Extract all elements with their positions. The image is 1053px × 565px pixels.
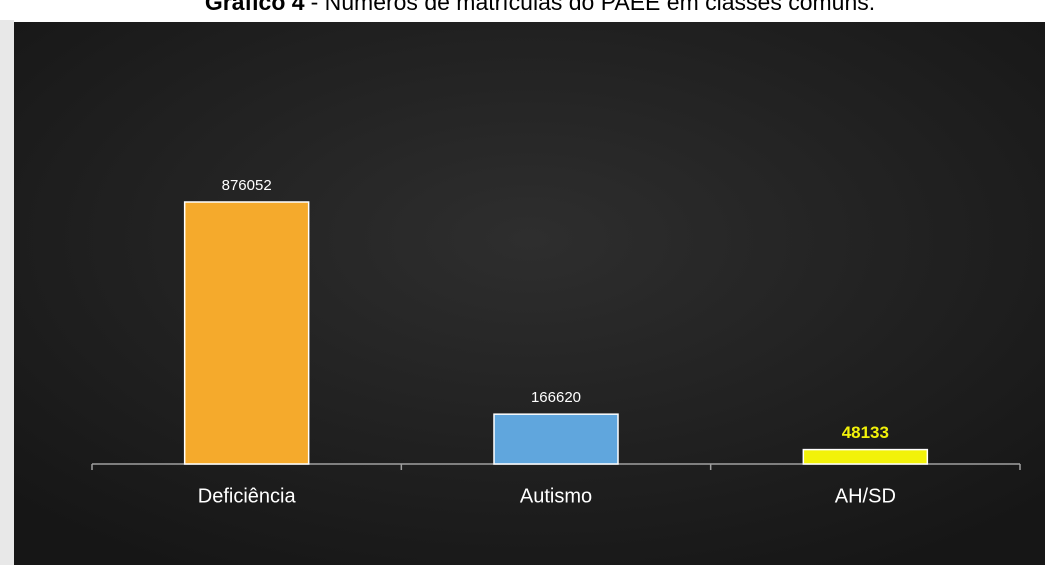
data-label: 876052 [222, 177, 272, 194]
left-strip [0, 20, 14, 565]
x-tick-label: Autismo [520, 485, 592, 507]
data-label: 166620 [531, 389, 581, 406]
title-text: - Números de matrículas do PAEE em class… [311, 0, 876, 15]
x-tick-label: AH/SD [835, 485, 896, 507]
bar [183, 201, 310, 465]
chalkboard [14, 22, 1045, 565]
plot-area: Deficiência 876052 Autismo 166620 AH/SD 48133 [91, 177, 1021, 507]
x-tick-label: Deficiência [198, 485, 297, 507]
bar [493, 413, 619, 465]
bar [802, 448, 929, 465]
chart-title: Gráfico 4 - Números de matrículas do PAEE… [205, 0, 875, 15]
title-label: Gráfico 4 [205, 0, 305, 15]
data-label: 48133 [842, 423, 889, 442]
